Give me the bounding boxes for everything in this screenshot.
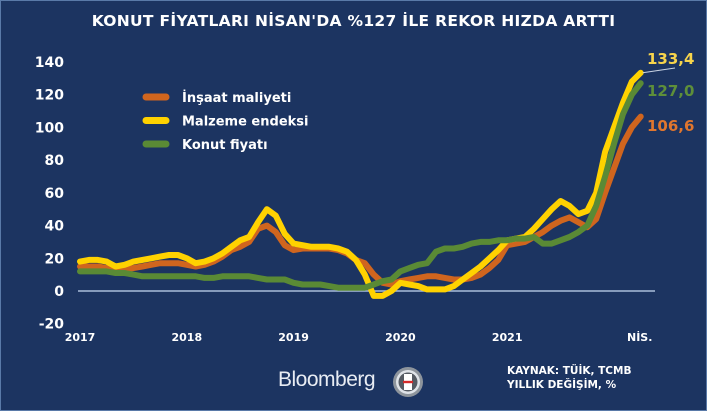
y-tick-label: 60 bbox=[45, 186, 65, 202]
end-label-insaat-maliyeti: 106,6 bbox=[647, 117, 694, 135]
x-tick-label: NİS. bbox=[627, 330, 652, 344]
legend-label-insaat-maliyeti: İnşaat maliyeti bbox=[182, 90, 291, 106]
y-tick-label: 0 bbox=[54, 284, 64, 300]
end-label-leader bbox=[642, 67, 676, 74]
x-tick-label: 2020 bbox=[385, 331, 416, 344]
y-tick-label: 140 bbox=[35, 55, 64, 71]
legend-label-malzeme-endeksi: Malzeme endeksi bbox=[182, 115, 308, 130]
series-line-malzeme-endeksi bbox=[77, 69, 644, 299]
x-tick-label: 2017 bbox=[65, 331, 96, 344]
source-note: KAYNAK: TÜİK, TCMB YILLIK DEĞİŞİM, % bbox=[507, 364, 631, 392]
series-line-konut-fiyati bbox=[77, 80, 644, 291]
y-tick-label: 100 bbox=[35, 120, 64, 136]
chart-title: KONUT FİYATLARI NİSAN'DA %127 İLE REKOR … bbox=[91, 12, 616, 30]
x-tick-label: 2018 bbox=[171, 331, 202, 344]
legend-label-konut-fiyati: Konut fiyatı bbox=[182, 138, 268, 153]
y-tick-label: -20 bbox=[39, 317, 65, 333]
x-tick-label: 2019 bbox=[278, 331, 309, 344]
y-tick-label: 40 bbox=[45, 219, 65, 235]
ht-logo-icon bbox=[393, 367, 423, 397]
source-text: KAYNAK: TÜİK, TCMB bbox=[507, 365, 632, 377]
y-tick-label: 80 bbox=[45, 153, 65, 169]
y-tick-label: 20 bbox=[45, 251, 65, 267]
end-label-malzeme-endeksi: 133,4 bbox=[647, 50, 694, 68]
y-tick-label: 120 bbox=[35, 88, 64, 104]
end-label-konut-fiyati: 127,0 bbox=[647, 82, 694, 100]
unit-text: YILLIK DEĞİŞİM, % bbox=[507, 379, 617, 391]
x-tick-label: 2021 bbox=[492, 331, 523, 344]
bloomberg-logo: Bloomberg bbox=[278, 368, 376, 391]
